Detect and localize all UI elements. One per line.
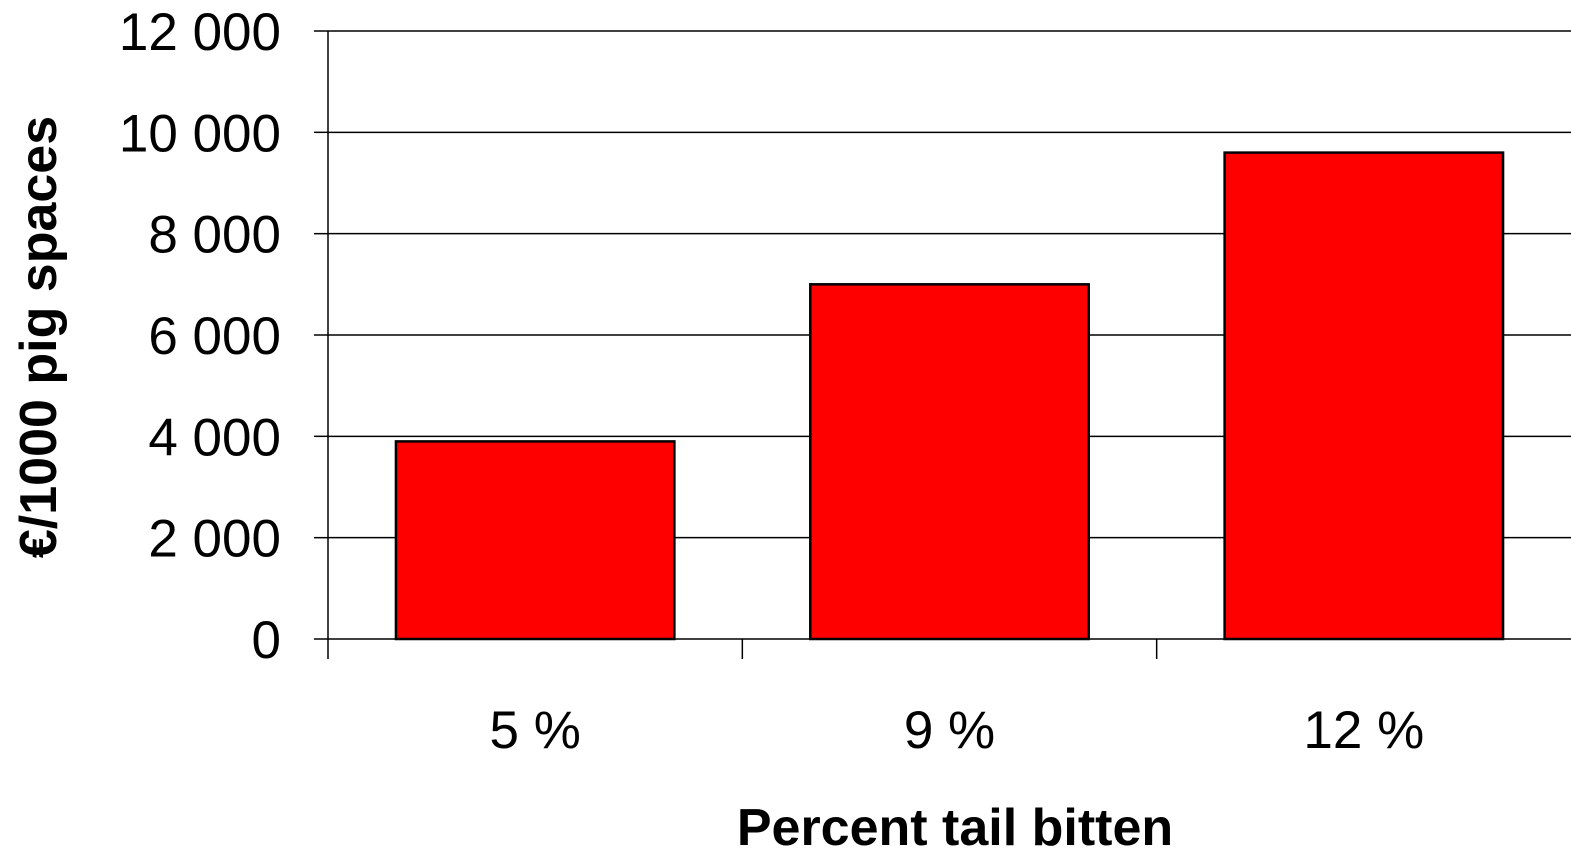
y-tick-label: 8 000: [148, 206, 281, 265]
y-tick-label: 4 000: [148, 408, 281, 467]
axes: [314, 30, 1571, 659]
y-tick-label: 0: [252, 611, 281, 670]
x-axis-title: Percent tail bitten: [737, 799, 1173, 852]
x-tick-label: 5 %: [490, 701, 581, 760]
y-tick-label: 10 000: [119, 104, 281, 163]
x-tick-label: 9 %: [904, 701, 995, 760]
bar: [394, 440, 676, 641]
x-tick-label: 12 %: [1303, 701, 1424, 760]
x-tick-labels: 5 % 9 % 12 %: [490, 701, 1425, 760]
y-tick-label: 6 000: [148, 307, 281, 366]
bars: [394, 151, 1505, 641]
y-tick-label: 12 000: [119, 3, 281, 62]
y-tick-labels: 0 2 000 4 000 6 000 8 000 10 000 12 000: [119, 3, 281, 670]
bar: [1223, 151, 1505, 641]
bar: [809, 283, 1090, 641]
y-axis-title: €/1000 pig spaces: [10, 116, 68, 558]
y-tick-label: 2 000: [148, 510, 281, 569]
